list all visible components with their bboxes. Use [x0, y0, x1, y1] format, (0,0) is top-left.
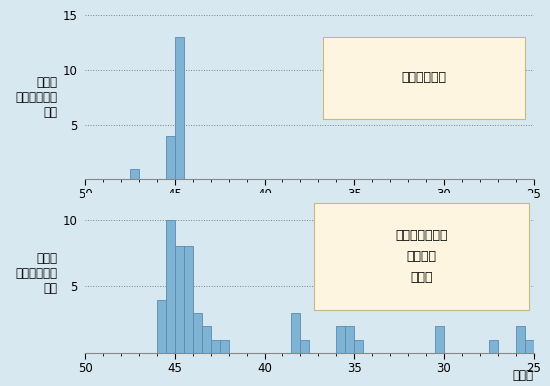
Text: 億年前: 億年前	[513, 369, 534, 382]
Bar	[211, 340, 220, 353]
Bar	[175, 37, 184, 179]
Bar	[202, 327, 211, 353]
Bar	[292, 313, 300, 353]
Bar	[166, 136, 175, 179]
Bar	[130, 169, 139, 179]
Text: コンドライト: コンドライト	[401, 71, 446, 84]
Bar	[336, 327, 345, 353]
Bar	[175, 246, 184, 353]
Text: 億年前: 億年前	[513, 193, 534, 206]
Bar	[525, 340, 533, 353]
Bar	[193, 313, 202, 353]
Bar	[166, 220, 175, 353]
FancyBboxPatch shape	[323, 37, 525, 119]
Bar	[184, 246, 193, 353]
Bar	[157, 300, 166, 353]
Bar	[435, 327, 444, 353]
Text: エコンドライト
石鉄雕石
鉄雕石: エコンドライト 石鉄雕石 鉄雕石	[395, 229, 448, 284]
Y-axis label: 年齢を
測定した試料
の数: 年齢を 測定した試料 の数	[15, 76, 57, 119]
Y-axis label: 年齢を
測定した試料
の数: 年齢を 測定した試料 の数	[15, 252, 57, 295]
Bar	[300, 340, 309, 353]
FancyBboxPatch shape	[314, 203, 529, 310]
Bar	[354, 340, 363, 353]
Text: （現在から）: （現在から）	[492, 215, 534, 229]
Bar	[515, 327, 525, 353]
Bar	[345, 327, 354, 353]
Bar	[489, 340, 498, 353]
Bar	[220, 340, 229, 353]
